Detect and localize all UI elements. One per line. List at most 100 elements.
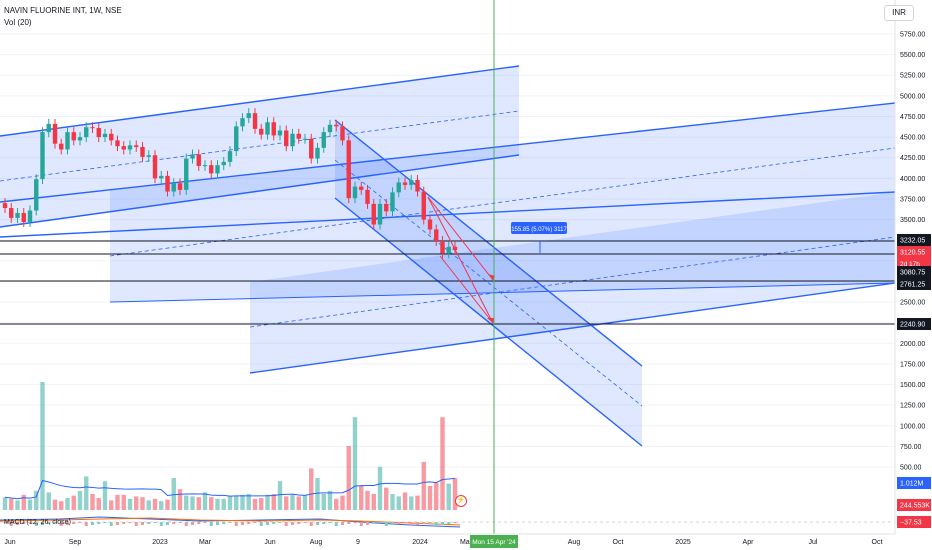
volume-bar	[202, 492, 208, 510]
candle-body	[259, 128, 264, 135]
time-tick-label: Jun	[264, 539, 275, 546]
candle-body	[384, 203, 389, 212]
macd-histogram-bar	[372, 522, 376, 524]
volume-bar	[277, 481, 283, 510]
candle-body	[152, 155, 158, 179]
candle-body	[352, 186, 358, 199]
price-tick-label: 1000.00	[900, 423, 925, 430]
upper-channel-fill	[0, 66, 519, 227]
rising-channel-bottom	[109, 282, 896, 303]
volume-bar	[434, 482, 439, 510]
price-tick-label: 750.00	[900, 444, 922, 451]
trend-channels[interactable]	[0, 65, 896, 447]
volume-bar	[52, 499, 58, 510]
volume-bar	[34, 490, 39, 510]
horizontal-levels[interactable]	[0, 240, 895, 325]
macd-histogram-bar	[141, 522, 144, 525]
macd-histogram-bar	[409, 522, 413, 526]
candle-body	[96, 128, 101, 138]
candle-body	[315, 147, 320, 159]
macd-value-badge-bg	[897, 516, 931, 528]
macd-histogram-bar	[103, 522, 107, 523]
macd-histogram-bar	[16, 522, 19, 525]
lightning-icon[interactable]: ⚡	[455, 495, 467, 507]
time-tick-label: Mar	[199, 539, 212, 546]
volume-bar	[227, 496, 233, 510]
macd-histogram-bar	[359, 522, 363, 526]
macd-histogram-bar	[203, 522, 207, 523]
level-badge-2: 3080.75	[900, 270, 925, 277]
time-tick-label: 9	[356, 539, 360, 546]
candle-body	[27, 210, 33, 223]
candle-body	[402, 182, 408, 185]
volume-bar	[71, 495, 76, 510]
drawing-annotations[interactable]: 155.85 (5.07%) 3117	[427, 196, 567, 324]
macd-value-badge: −37.53	[900, 520, 922, 527]
level-badge-1-bg	[897, 234, 931, 246]
time-tick-label: 2023	[152, 539, 168, 546]
macd-histogram-bar	[147, 522, 151, 524]
candle-body	[165, 175, 170, 192]
macd-histogram-bar	[184, 522, 188, 526]
volume-bar	[15, 500, 20, 510]
candle-body	[409, 179, 414, 185]
level-badge-2-bg	[897, 266, 931, 278]
candle-body	[240, 118, 245, 127]
macd-pane: MACD (12, 26, close)	[0, 516, 895, 528]
macd-histogram-bar	[303, 522, 307, 523]
macd-histogram-bar	[47, 522, 51, 524]
volume-bar	[384, 487, 389, 510]
volume-bar	[121, 494, 126, 510]
volume-bar	[284, 496, 289, 510]
volume-bar	[246, 494, 251, 510]
lower-channel-fill	[250, 192, 895, 373]
measure-label: 155.85 (5.07%) 3117	[511, 227, 567, 233]
volume-ma-badge: 244.553K	[900, 503, 930, 510]
candle-body	[252, 113, 258, 129]
level-badge-3: 2761.25	[900, 282, 925, 289]
macd-histogram-bar	[316, 522, 319, 525]
candle-body	[196, 154, 201, 166]
volume-bar	[234, 495, 239, 510]
time-axis[interactable]: Jun Sep 2023 Mar Jun Aug 9 2024 Mar Aug Oct 2025 Apr…	[0, 533, 895, 548]
volume-bar	[177, 489, 183, 510]
volume-bar	[340, 495, 345, 510]
candle-body	[359, 186, 364, 190]
candle-body	[184, 158, 189, 190]
volume-bar	[327, 490, 333, 510]
currency-button[interactable]: INR	[884, 5, 914, 21]
volume-bar	[146, 500, 151, 510]
price-tick-label: 5250.00	[900, 73, 925, 80]
price-tick-label: 1250.00	[900, 403, 925, 410]
volume-indicator-label: Vol (20)	[4, 18, 32, 27]
last-price-badge: 3120.55	[900, 250, 925, 257]
price-tick-label: 4750.00	[900, 114, 925, 121]
volume-bar	[390, 494, 395, 510]
candle-body	[284, 130, 289, 147]
candle-body	[15, 212, 20, 218]
descending-channel-top	[334, 119, 643, 367]
volume-bar	[371, 494, 376, 510]
candle-body	[309, 138, 314, 159]
price-tick-label: 1750.00	[900, 361, 925, 368]
time-tick-label: Oct	[613, 539, 624, 546]
macd-histogram-bar	[34, 522, 38, 526]
volume-bar	[65, 498, 70, 510]
candle-body	[415, 179, 420, 192]
volume-bar	[90, 494, 95, 510]
volume-bar	[209, 497, 214, 510]
volume-bar	[359, 486, 364, 510]
volume-bar	[334, 498, 339, 510]
candle-body	[265, 122, 270, 135]
candle-body	[327, 124, 333, 133]
macd-histogram-bar	[116, 522, 119, 525]
macd-histogram-bar	[241, 522, 244, 525]
macd-histogram-bar	[228, 522, 232, 523]
macd-histogram-bar	[247, 522, 251, 524]
candle-body	[59, 143, 64, 150]
volume-bar	[221, 498, 226, 510]
time-tick-label: Apr	[743, 539, 755, 546]
descending-channel-bottom	[334, 197, 643, 447]
candle-body	[246, 113, 251, 119]
